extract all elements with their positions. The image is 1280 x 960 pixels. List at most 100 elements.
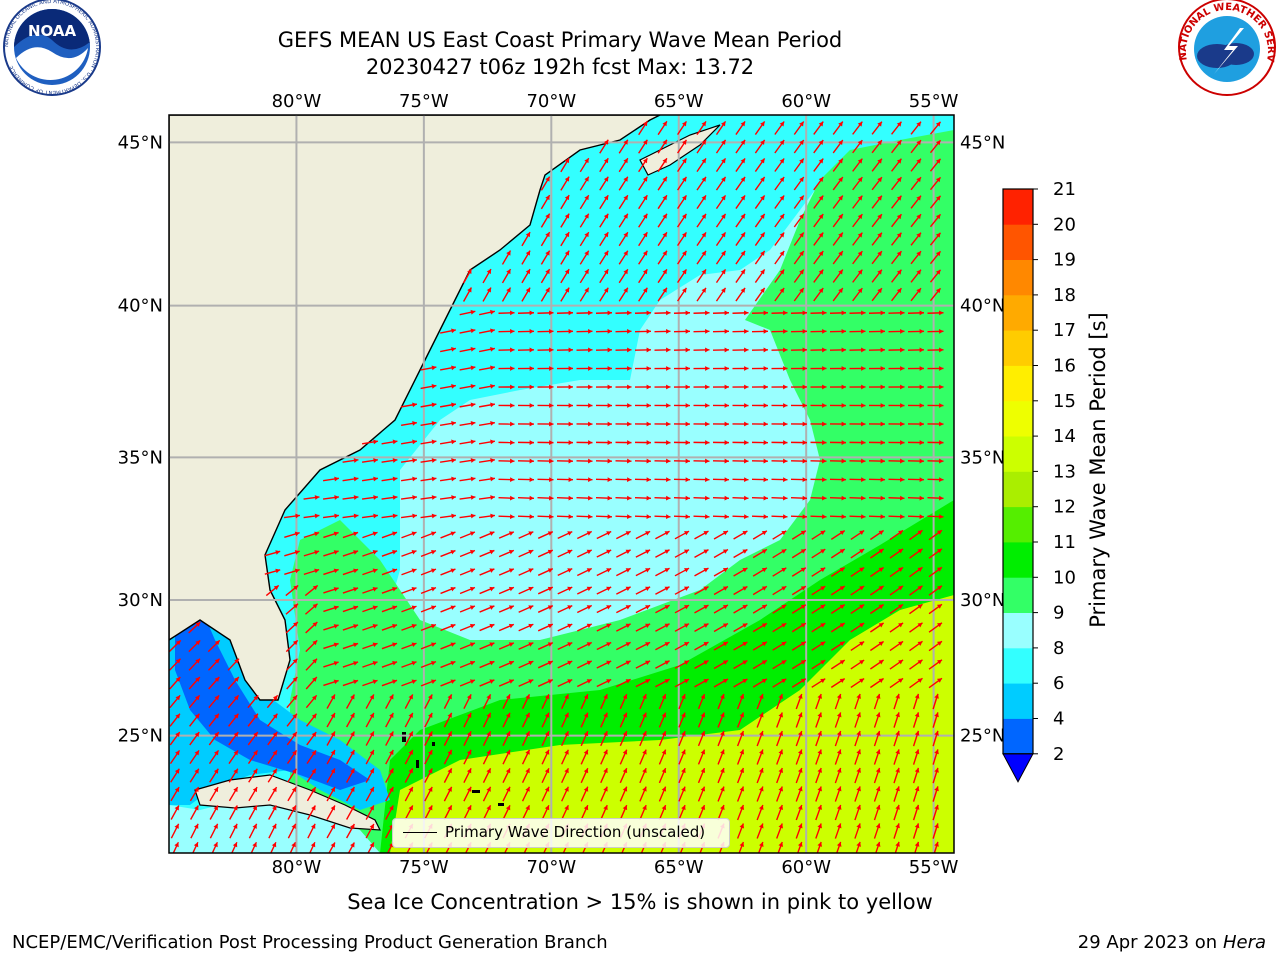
wave-arrow-icon [518, 642, 534, 650]
wave-arrow-icon [404, 768, 414, 783]
wave-arrow-icon [268, 823, 277, 839]
wave-arrow-icon [673, 458, 691, 464]
wave-arrow-icon [209, 805, 219, 820]
wave-arrow-icon [556, 329, 574, 334]
wave-arrow-icon [834, 823, 842, 839]
wave-arrow-icon [832, 139, 844, 154]
wave-arrow-icon [910, 121, 922, 135]
wave-arrow-icon [561, 749, 569, 765]
colorbar-tick-label: 19 [1053, 250, 1076, 271]
wave-arrow-icon [638, 176, 648, 191]
wave-arrow-icon [694, 549, 709, 558]
wave-arrow-icon [443, 731, 453, 746]
wave-arrow-icon [795, 730, 803, 747]
wave-arrow-icon [771, 477, 788, 482]
wave-arrow-icon [502, 749, 511, 765]
graticule [169, 115, 954, 853]
wave-arrow-icon [696, 176, 707, 191]
wave-arrow-icon [561, 804, 569, 821]
wave-arrow-icon [556, 495, 574, 501]
wave-arrow-icon [229, 805, 238, 820]
wave-arrow-icon [479, 346, 495, 353]
wave-arrow-icon [654, 310, 671, 316]
wave-arrow-icon [829, 440, 847, 445]
wave-arrow-icon [813, 287, 824, 302]
lon-label-top: 80°W [272, 91, 322, 112]
wave-arrow-icon [756, 767, 764, 784]
wave-arrow-icon [912, 712, 920, 728]
wave-arrow-icon [303, 531, 320, 539]
wave-arrow-icon [909, 529, 923, 541]
wave-arrow-icon [306, 768, 317, 783]
wave-arrow-icon [537, 679, 554, 687]
wave-arrow-icon [595, 384, 613, 390]
wave-arrow-icon [459, 549, 476, 558]
wave-arrow-icon [286, 676, 298, 690]
wave-arrow-icon [907, 514, 925, 520]
wave-arrow-icon [850, 529, 865, 541]
wave-arrow-icon [381, 439, 398, 445]
wave-arrow-icon [811, 567, 826, 577]
wave-arrow-icon [774, 232, 785, 246]
wave-arrow-icon [910, 139, 922, 154]
wave-arrow-icon [326, 749, 336, 765]
wave-arrow-icon [289, 841, 297, 853]
wave-arrow-icon [342, 513, 359, 519]
wave-arrow-icon [793, 139, 805, 154]
wave-arrow-icon [342, 531, 359, 539]
wave-arrow-icon [712, 421, 730, 427]
wave-arrow-icon [381, 495, 398, 500]
wave-arrow-icon [576, 604, 593, 614]
wave-arrow-icon [832, 287, 844, 302]
wave-arrow-icon [790, 495, 808, 501]
wave-arrow-icon [732, 421, 749, 427]
wave-arrow-icon [323, 679, 339, 687]
wave-arrow-icon [850, 548, 865, 559]
wave-arrow-icon [674, 549, 690, 558]
wave-arrow-icon [777, 841, 784, 853]
wave-arrow-icon [933, 841, 939, 853]
wave-arrow-icon [756, 823, 764, 839]
wave-arrow-icon [440, 346, 456, 353]
wave-arrow-icon [712, 458, 730, 464]
wave-arrow-icon [754, 250, 766, 265]
wave-arrow-icon [498, 440, 515, 445]
wave-arrow-icon [595, 440, 613, 445]
wave-arrow-icon [169, 639, 182, 653]
colorbar-tick-label: 14 [1053, 426, 1076, 447]
wave-arrow-icon [537, 642, 554, 650]
wave-arrow-icon [868, 329, 886, 334]
wave-arrow-icon [634, 458, 652, 464]
wave-arrow-icon [560, 287, 570, 302]
wave-arrow-icon [228, 713, 239, 727]
wave-arrow-icon [517, 514, 535, 520]
wave-arrow-icon [694, 660, 709, 669]
wave-arrow-icon [932, 767, 939, 784]
wave-arrow-icon [752, 530, 768, 540]
colorbar-tick-label: 18 [1053, 285, 1076, 306]
wave-arrow-icon [227, 658, 240, 671]
wave-arrow-icon [654, 458, 671, 464]
wave-arrow-icon [362, 568, 378, 576]
wave-arrow-icon [772, 585, 787, 596]
wave-arrow-icon [854, 749, 861, 765]
wave-arrow-icon [172, 841, 180, 853]
wave-arrow-icon [735, 287, 746, 302]
wave-arrow-icon [322, 476, 340, 482]
wave-arrow-icon [615, 440, 632, 445]
wave-arrow-icon [732, 477, 749, 482]
wave-arrow-icon [618, 176, 629, 191]
wave-arrow-icon [440, 642, 456, 650]
wave-arrow-icon [910, 176, 922, 191]
wave-arrow-icon [618, 250, 629, 265]
wave-arrow-icon [639, 730, 647, 747]
colorbar-swatch [1003, 259, 1033, 296]
wave-arrow-icon [673, 514, 691, 520]
wave-arrow-icon [600, 693, 608, 710]
wave-arrow-icon [893, 823, 900, 839]
wave-arrow-icon [615, 495, 632, 501]
wave-arrow-icon [891, 176, 902, 191]
wave-arrow-icon [307, 805, 316, 820]
wave-arrow-icon [849, 310, 866, 316]
wave-arrow-icon [829, 458, 847, 464]
